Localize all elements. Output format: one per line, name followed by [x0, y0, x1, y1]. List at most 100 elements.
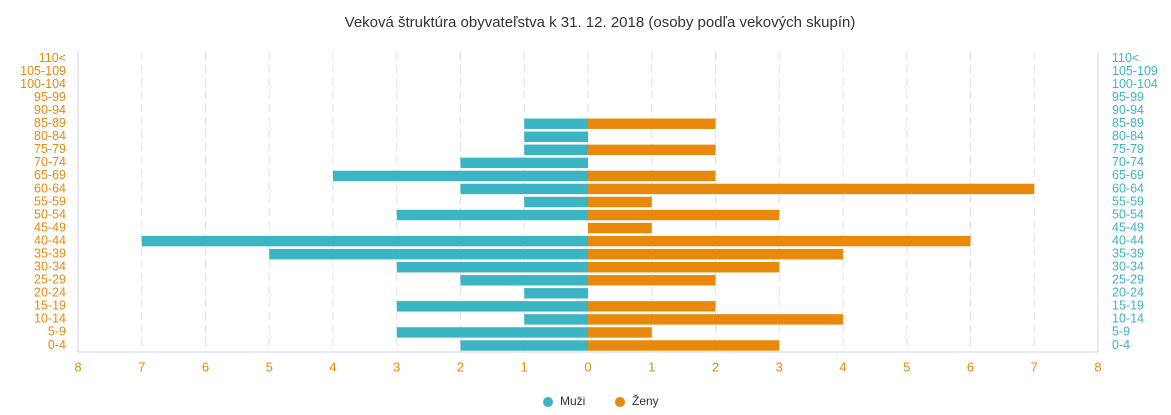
legend-label: Muži [560, 394, 585, 408]
x-tick-label: 6 [202, 359, 209, 374]
y-tick-label: 110< [1112, 51, 1139, 65]
y-tick-label: 85-89 [34, 116, 66, 130]
bar [588, 222, 652, 234]
bar [333, 170, 588, 182]
y-tick-label: 110< [39, 51, 66, 65]
y-tick-label: 100-104 [20, 77, 66, 91]
x-tick-label: 6 [967, 359, 974, 374]
bar [396, 209, 588, 221]
bar [524, 144, 588, 156]
y-tick-label: 65-69 [1112, 168, 1144, 182]
y-tick-label: 70-74 [1112, 155, 1144, 169]
bar [588, 170, 716, 182]
y-tick-label: 15-19 [34, 299, 66, 313]
y-tick-label: 5-9 [1112, 325, 1130, 339]
y-tick-label: 45-49 [34, 220, 66, 234]
bar [588, 327, 652, 338]
y-tick-label: 35-39 [34, 246, 66, 260]
bar [588, 262, 780, 273]
bar [396, 327, 588, 338]
bar [588, 235, 971, 247]
y-tick-label: 35-39 [1112, 246, 1144, 260]
y-tick-label: 30-34 [34, 260, 66, 274]
y-tick-label: 10-14 [1112, 312, 1144, 326]
bar [588, 301, 716, 312]
bar [588, 196, 652, 208]
y-tick-label: 55-59 [1112, 194, 1144, 208]
y-tick-label: 0-4 [1112, 338, 1130, 352]
x-tick-label: 8 [74, 359, 81, 374]
y-tick-label: 15-19 [1112, 299, 1144, 313]
bar [588, 183, 1035, 195]
x-tick-label: 8 [1094, 359, 1101, 374]
chart-title: Veková štruktúra obyvateľstva k 31. 12. … [345, 14, 856, 31]
y-tick-label: 85-89 [1112, 116, 1144, 130]
legend-marker [543, 397, 553, 407]
y-tick-label: 50-54 [1112, 207, 1144, 221]
y-tick-label: 105-109 [20, 64, 66, 78]
y-tick-label: 75-79 [34, 142, 66, 156]
bar [524, 118, 588, 129]
legend-label: Ženy [632, 393, 659, 408]
x-tick-label: 2 [712, 359, 719, 374]
bar [524, 314, 588, 325]
bar [588, 275, 716, 286]
y-tick-label: 30-34 [1112, 260, 1144, 274]
y-tick-label: 95-99 [34, 90, 66, 104]
y-tick-label: 55-59 [34, 194, 66, 208]
y-tick-label: 25-29 [1112, 273, 1144, 287]
y-tick-label: 95-99 [1112, 90, 1144, 104]
bar [524, 131, 588, 142]
bar [396, 262, 588, 273]
x-tick-label: 1 [521, 359, 528, 374]
bar [588, 144, 716, 156]
x-tick-label: 5 [903, 359, 910, 374]
bar [460, 157, 588, 169]
x-tick-label: 7 [138, 359, 145, 374]
y-tick-label: 45-49 [1112, 220, 1144, 234]
y-tick-label: 60-64 [34, 181, 66, 195]
bar [588, 209, 780, 221]
y-tick-label: 0-4 [48, 338, 66, 352]
y-tick-label: 80-84 [1112, 129, 1144, 143]
y-tick-label: 70-74 [34, 155, 66, 169]
y-tick-label: 10-14 [34, 312, 66, 326]
y-tick-label: 60-64 [1112, 181, 1144, 195]
bar [588, 314, 843, 325]
y-tick-label: 100-104 [1112, 77, 1158, 91]
x-tick-label: 4 [329, 359, 336, 374]
bar [524, 196, 588, 208]
x-tick-label: 5 [266, 359, 273, 374]
bar [460, 275, 588, 286]
y-tick-label: 25-29 [34, 273, 66, 287]
bar [269, 248, 588, 260]
y-tick-label: 40-44 [1112, 233, 1144, 247]
x-tick-label: 2 [457, 359, 464, 374]
y-tick-label: 80-84 [34, 129, 66, 143]
y-tick-label: 20-24 [1112, 286, 1144, 300]
bar [460, 340, 588, 351]
bar [396, 301, 588, 312]
bar [588, 340, 780, 351]
x-tick-label: 1 [648, 359, 655, 374]
y-tick-label: 75-79 [1112, 142, 1144, 156]
x-tick-label: 3 [776, 359, 783, 374]
bar [524, 288, 588, 299]
y-tick-label: 65-69 [34, 168, 66, 182]
x-tick-label: 3 [393, 359, 400, 374]
x-tick-label: 0 [584, 359, 591, 374]
y-tick-label: 90-94 [1112, 103, 1144, 117]
bar [588, 248, 843, 260]
y-tick-label: 90-94 [34, 103, 66, 117]
y-tick-label: 50-54 [34, 207, 66, 221]
legend-marker [615, 397, 625, 407]
bar [588, 118, 716, 129]
bar [460, 183, 588, 195]
y-tick-label: 40-44 [34, 233, 66, 247]
y-tick-label: 105-109 [1112, 64, 1158, 78]
x-tick-label: 4 [839, 359, 846, 374]
y-tick-label: 5-9 [48, 325, 66, 339]
y-tick-label: 20-24 [34, 286, 66, 300]
bar [141, 235, 588, 247]
